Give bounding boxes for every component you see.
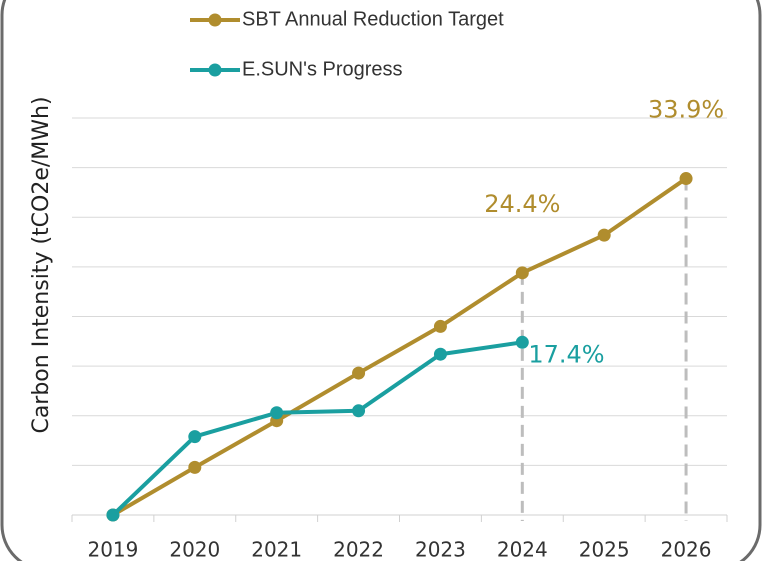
legend-marker — [208, 63, 222, 77]
data-point — [433, 319, 447, 333]
legend-label: E.SUN's Progress — [242, 58, 403, 80]
data-point — [352, 366, 366, 380]
legend-label: SBT Annual Reduction Target — [242, 8, 504, 30]
x-tick-label: 2019 — [87, 538, 138, 561]
x-tick-label: 2023 — [415, 538, 466, 561]
x-tick-label: 2025 — [579, 538, 630, 561]
x-tick-label: 2020 — [169, 538, 220, 561]
series-line — [111, 340, 523, 517]
series-line — [111, 176, 688, 517]
data-point — [515, 266, 529, 280]
x-tick-label: 2021 — [251, 538, 302, 561]
data-point — [188, 430, 202, 444]
data-label: 33.9% — [648, 96, 724, 124]
data-point — [188, 460, 202, 474]
data-point — [106, 508, 120, 522]
legend-marker — [208, 13, 222, 27]
x-tick-label: 2022 — [333, 538, 384, 561]
data-point — [679, 172, 693, 186]
data-point — [597, 228, 611, 242]
data-point — [270, 406, 284, 420]
data-label: 17.4% — [528, 340, 604, 368]
data-label: 24.4% — [484, 190, 560, 218]
x-tick-label: 2024 — [497, 538, 548, 561]
x-tick-label: 2026 — [661, 538, 712, 561]
data-point — [433, 347, 447, 361]
data-point — [352, 404, 366, 418]
data-point — [515, 335, 529, 349]
y-axis-label: Carbon Intensity (tCO2e/MWh) — [29, 96, 54, 433]
